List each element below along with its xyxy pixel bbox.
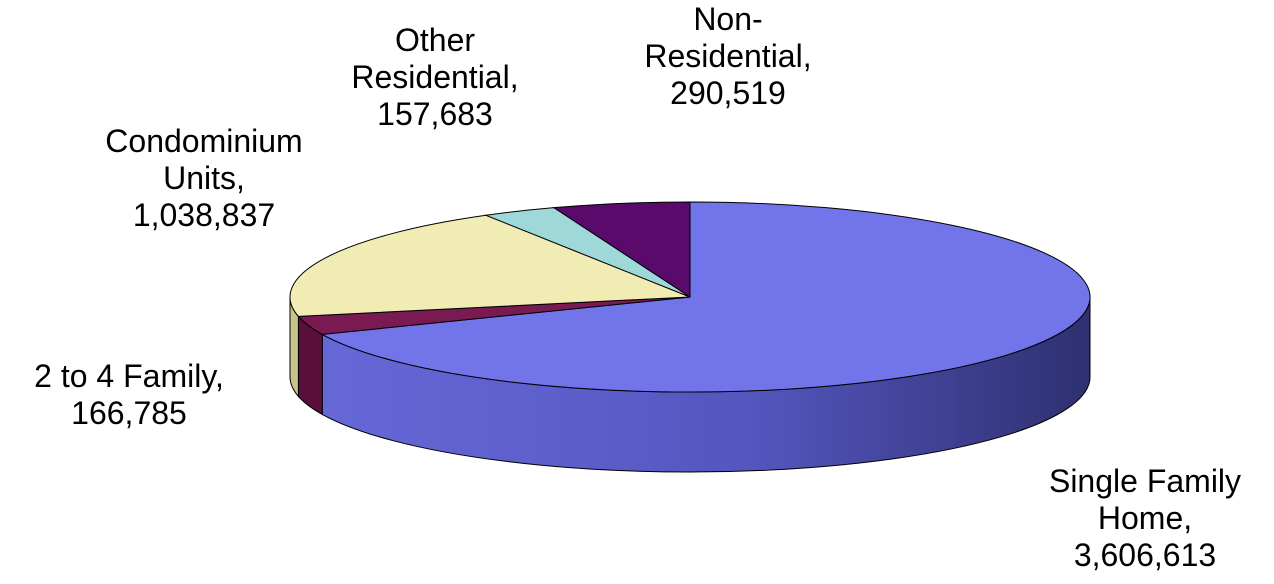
data-label-non-residential: Non-Residential, 290,519 [644, 1, 811, 111]
data-label-condominium-units: Condominium Units, 1,038,837 [105, 123, 302, 233]
data-label-single-family-home: Single Family Home, 3,606,613 [1049, 463, 1241, 573]
slice-single-family-home [320, 201, 1091, 393]
slice-condominium-units [289, 214, 691, 317]
pie-tops [289, 201, 1091, 393]
pie-labels: Single Family Home, 3,606,613 2 to 4 Family… [34, 1, 1241, 573]
slice-non-residential [552, 201, 691, 298]
pie-sides [289, 296, 1091, 473]
data-label-other-residential: Other Residential, 157,683 [351, 22, 518, 132]
data-label-2-to-4-family: 2 to 4 Family, 166,785 [34, 358, 224, 431]
